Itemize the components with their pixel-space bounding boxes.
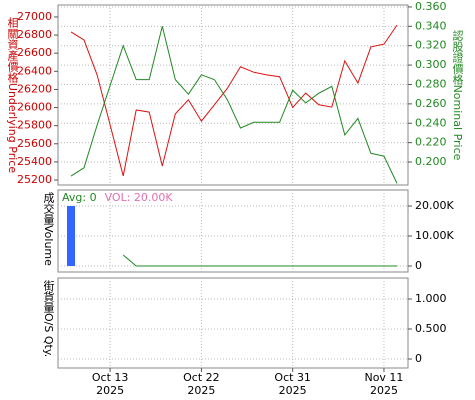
y-tick-label: 0.360 <box>415 0 447 13</box>
y-tick-label: 0.500 <box>415 322 447 335</box>
y-tick-label: 26400 <box>17 64 52 77</box>
y2-axis-label: 認股證價格Nominal Price <box>451 28 464 160</box>
x-tick-label: Oct 22 <box>183 371 220 384</box>
y-tick-label: 0.300 <box>415 58 447 71</box>
x-tick-label: Oct 31 <box>274 371 311 384</box>
x-tick-sublabel: 2025 <box>187 384 215 397</box>
y-tick-label: 0 <box>415 259 422 272</box>
x-tick-sublabel: 2025 <box>370 384 398 397</box>
line-series <box>70 26 398 184</box>
y-tick-label: 26600 <box>17 46 52 59</box>
y-axis-label: 相關資產價格Underlying Price <box>6 17 19 174</box>
y-tick-label: 25600 <box>17 137 52 150</box>
plot-area <box>57 277 409 369</box>
y-tick-label: 20.00K <box>415 199 454 212</box>
annotation: VOL: 20.00K <box>105 191 174 204</box>
y-axis-label: 成交量Volume <box>42 192 55 266</box>
bar <box>67 205 75 266</box>
y-tick-label: 0.280 <box>415 77 447 90</box>
y-tick-label: 0.340 <box>415 19 447 32</box>
annotation: Avg: 0 <box>62 191 97 204</box>
y-tick-label: 0.260 <box>415 97 447 110</box>
x-tick-sublabel: 2025 <box>96 384 124 397</box>
y-tick-label: 26200 <box>17 82 52 95</box>
y-tick-label: 0 <box>415 352 422 365</box>
x-tick-label: Nov 11 <box>364 371 403 384</box>
y-tick-label: 0.200 <box>415 155 447 168</box>
plot-area <box>57 4 409 186</box>
line-series <box>122 254 397 267</box>
y-tick-label: 27000 <box>17 10 52 23</box>
y-tick-label: 1.000 <box>415 292 447 305</box>
y-axis-label: 街貨量O/S Qty. <box>42 279 55 358</box>
y-tick-label: 25400 <box>17 155 52 168</box>
y-tick-label: 10.00K <box>415 229 454 242</box>
y-tick-label: 0.320 <box>415 39 447 52</box>
y-tick-label: 25800 <box>17 119 52 132</box>
x-tick-sublabel: 2025 <box>279 384 307 397</box>
y-tick-label: 26800 <box>17 28 52 41</box>
y-tick-label: 0.240 <box>415 116 447 129</box>
y-tick-label: 25200 <box>17 173 52 186</box>
y-tick-label: 0.220 <box>415 136 447 149</box>
line-series <box>70 24 398 177</box>
plot-area <box>57 189 409 273</box>
y-tick-label: 26000 <box>17 101 52 114</box>
x-tick-label: Oct 13 <box>92 371 129 384</box>
